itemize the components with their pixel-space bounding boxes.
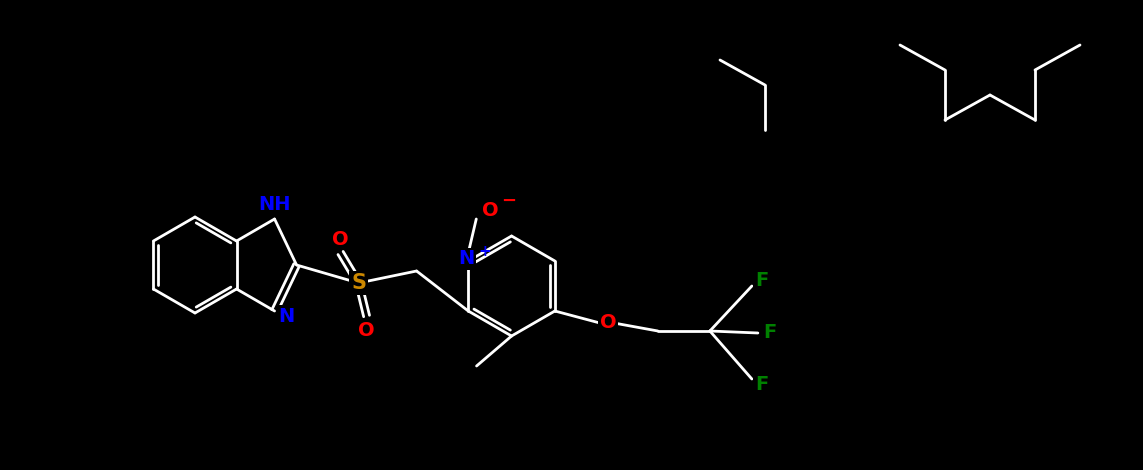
Text: O: O — [358, 321, 375, 339]
Text: O: O — [600, 313, 616, 332]
Text: F: F — [764, 323, 776, 343]
Text: F: F — [756, 271, 768, 290]
Text: N: N — [279, 306, 295, 326]
Text: S: S — [351, 273, 366, 293]
Text: −: − — [501, 192, 515, 210]
Text: O: O — [333, 229, 349, 249]
Text: F: F — [756, 376, 768, 394]
Text: NH: NH — [258, 196, 290, 214]
Text: +: + — [478, 243, 490, 258]
Text: O: O — [482, 202, 498, 220]
Text: N: N — [458, 250, 474, 268]
